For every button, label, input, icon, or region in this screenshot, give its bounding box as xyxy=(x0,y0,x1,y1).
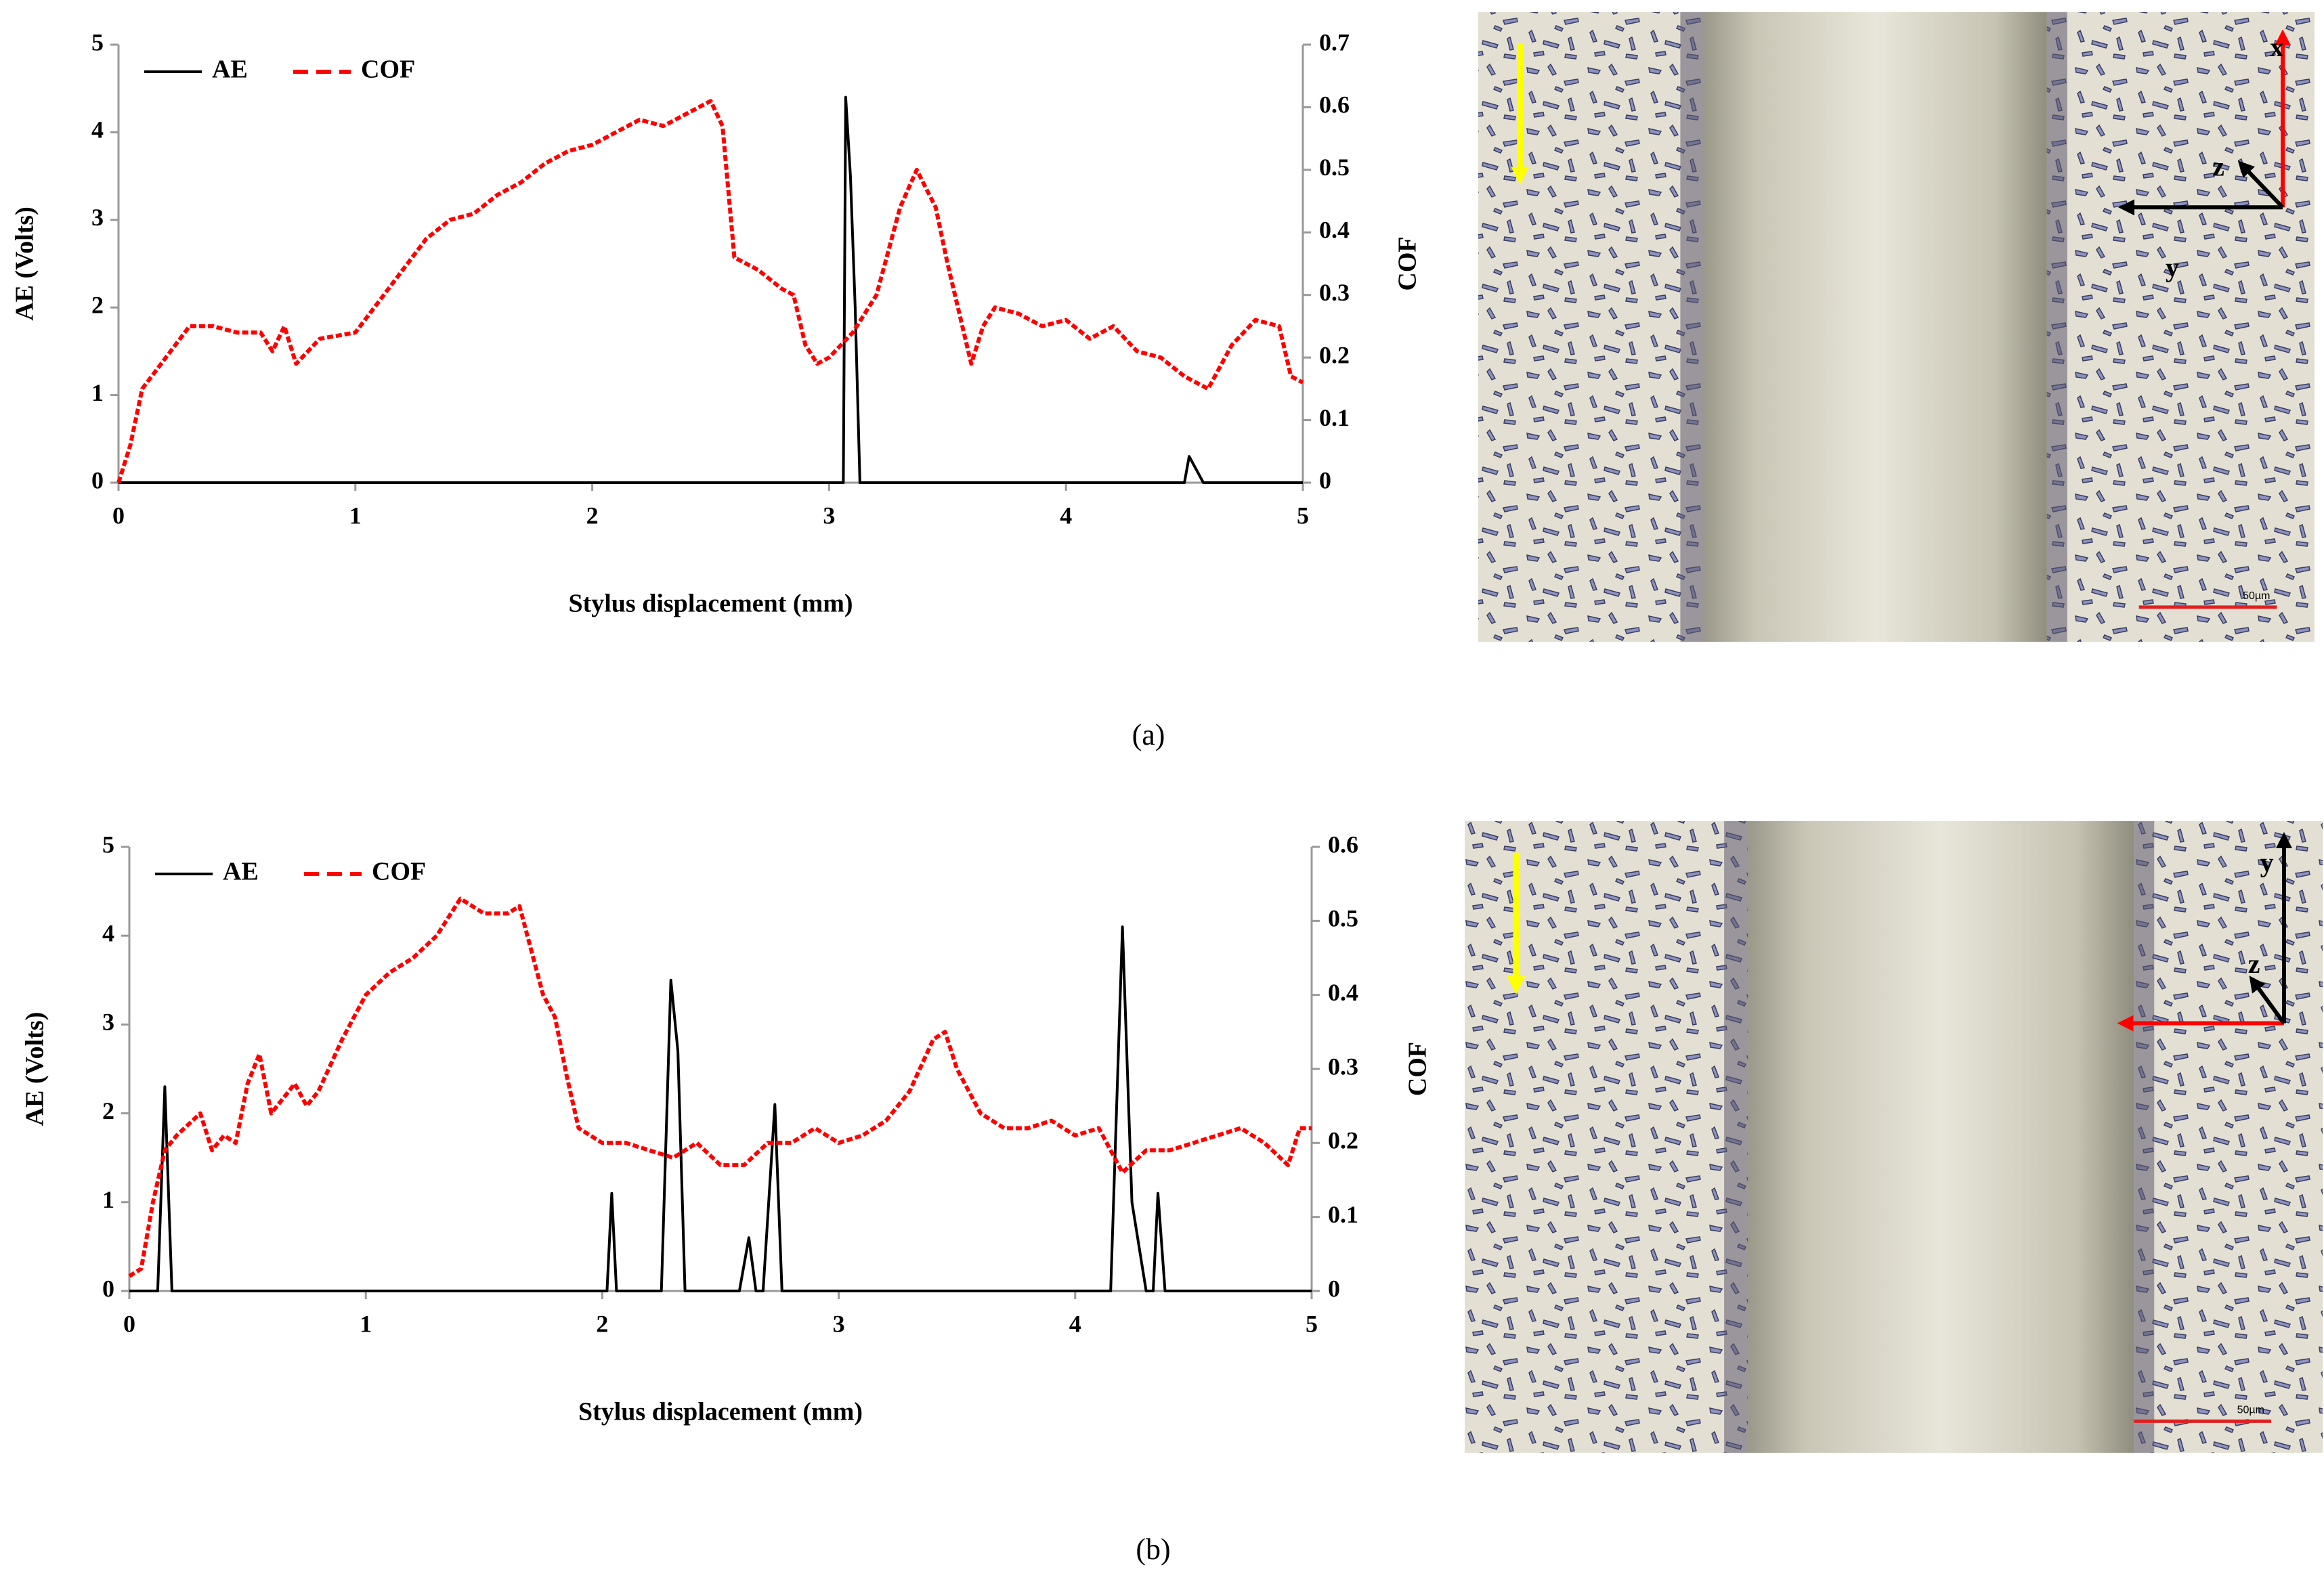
y-tick-label: 4 xyxy=(91,116,104,144)
y-tick-label: 1 xyxy=(102,1186,114,1213)
x-axis-title: Stylus displacement (mm) xyxy=(568,590,853,618)
scratch-edge xyxy=(1680,12,1704,642)
axis-arrow xyxy=(2237,160,2285,209)
micrograph-axis-label: y xyxy=(2166,252,2179,282)
y2-tick-label: 0.3 xyxy=(1328,1053,1358,1080)
scratch-edge xyxy=(2046,12,2067,642)
series-line xyxy=(129,925,1312,1292)
y2-tick-label: 0.4 xyxy=(1328,979,1358,1006)
y-axis-title: AE (Volts) xyxy=(21,1012,49,1126)
legend-label: AE xyxy=(223,858,259,886)
series-line xyxy=(119,95,1303,484)
y2-tick-label: 0.4 xyxy=(1319,217,1350,244)
y2-tick-label: 0 xyxy=(1328,1275,1340,1302)
y2-tick-label: 0.5 xyxy=(1319,154,1350,181)
x-tick-label: 1 xyxy=(349,502,362,529)
y-tick-label: 2 xyxy=(91,291,104,318)
series-line xyxy=(128,896,1312,1278)
y-tick-label: 0 xyxy=(91,466,104,494)
y2-tick-label: 0 xyxy=(1319,466,1331,494)
micrograph: y z 50µm xyxy=(1465,821,2323,1453)
y2-tick-label: 0.1 xyxy=(1328,1201,1358,1228)
series-line xyxy=(116,99,1304,483)
y-tick-label: 2 xyxy=(102,1097,114,1124)
scratch-track xyxy=(1748,821,2134,1453)
scale-label: 50µm xyxy=(2237,1405,2264,1416)
y-tick-label: 3 xyxy=(102,1009,114,1036)
scratch-track xyxy=(1704,12,2047,642)
y-axis-title: AE (Volts) xyxy=(11,206,39,321)
y2-tick-label: 0.5 xyxy=(1328,905,1358,932)
y2-tick-label: 0.2 xyxy=(1328,1127,1358,1154)
micrograph-axis-label: x xyxy=(2270,32,2283,62)
x-tick-label: 1 xyxy=(360,1310,372,1337)
y-tick-label: 5 xyxy=(102,831,114,858)
scratch-edge xyxy=(2134,821,2155,1453)
y2-tick-label: 0.7 xyxy=(1319,28,1350,56)
caption: (b) xyxy=(1136,1533,1170,1566)
y-tick-label: 5 xyxy=(91,28,104,56)
legend-label: AE xyxy=(212,56,248,84)
x-tick-label: 4 xyxy=(1069,1310,1081,1337)
x-tick-label: 2 xyxy=(596,1310,608,1337)
micrograph: x z y 50µm xyxy=(1478,12,2315,642)
x-tick-label: 0 xyxy=(112,502,125,529)
y2-axis-title: COF xyxy=(1394,236,1422,290)
y2-tick-label: 0.1 xyxy=(1319,404,1350,431)
y2-axis-title: COF xyxy=(1404,1042,1432,1096)
x-tick-label: 5 xyxy=(1306,1310,1318,1337)
x-tick-label: 3 xyxy=(823,502,835,529)
micrograph-axis-label: z xyxy=(2248,948,2260,979)
micrograph-axis-label: z xyxy=(2212,152,2224,182)
x-tick-label: 5 xyxy=(1297,502,1309,529)
legend-label: COF xyxy=(361,56,415,84)
y-tick-label: 0 xyxy=(102,1275,114,1302)
y2-tick-label: 0.3 xyxy=(1319,279,1350,306)
x-tick-label: 3 xyxy=(833,1310,845,1337)
x-tick-label: 2 xyxy=(586,502,599,529)
y-tick-label: 1 xyxy=(91,379,104,406)
scale-label: 50µm xyxy=(2243,590,2270,602)
x-tick-label: 4 xyxy=(1060,502,1072,529)
caption: (a) xyxy=(1132,718,1165,751)
x-tick-label: 0 xyxy=(123,1310,135,1337)
micrograph-axis-label: y xyxy=(2260,847,2274,877)
legend-label: COF xyxy=(372,858,426,886)
y2-tick-label: 0.6 xyxy=(1328,831,1358,858)
y2-tick-label: 0.2 xyxy=(1319,341,1350,368)
scratch-edge xyxy=(1724,821,1748,1453)
x-axis-title: Stylus displacement (mm) xyxy=(578,1398,863,1426)
y-tick-label: 3 xyxy=(91,204,104,231)
y-tick-label: 4 xyxy=(102,919,114,946)
y2-tick-label: 0.6 xyxy=(1319,91,1350,118)
axis-arrow xyxy=(2249,976,2286,1025)
